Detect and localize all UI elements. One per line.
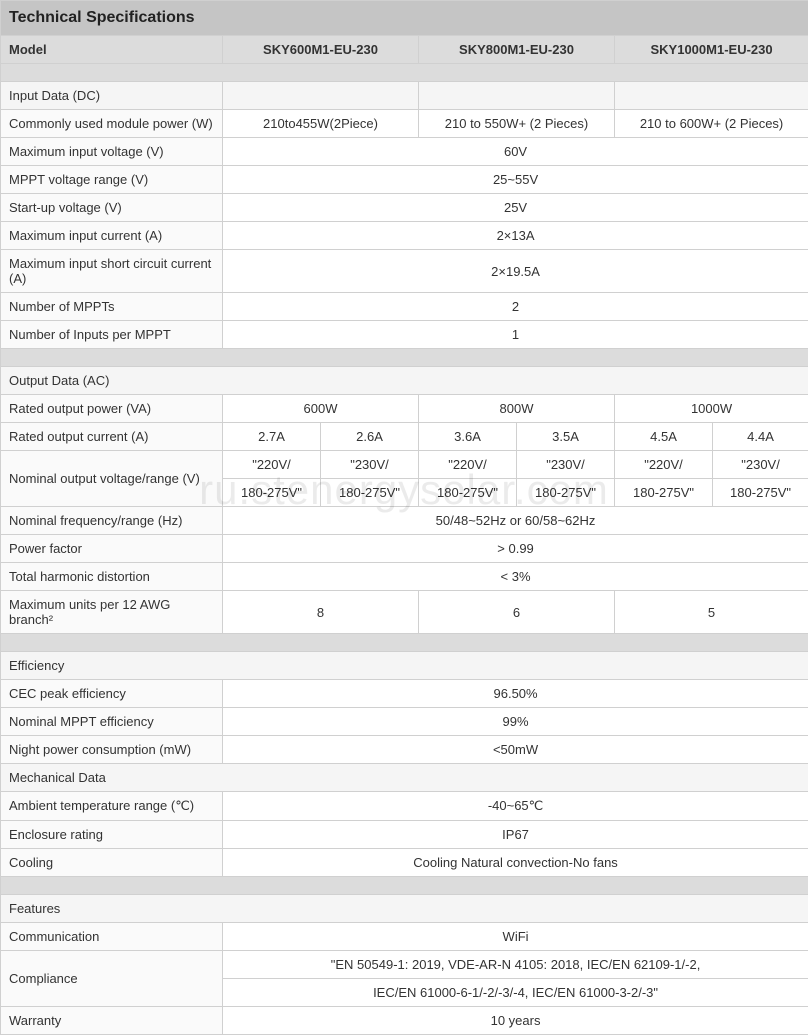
row-thd: Total harmonic distortion bbox=[1, 563, 223, 591]
section-input: Input Data (DC) bbox=[1, 82, 223, 110]
row-warranty: Warranty bbox=[1, 1007, 223, 1035]
row-comm: Communication bbox=[1, 923, 223, 951]
row-frequency: Nominal frequency/range (Hz) bbox=[1, 507, 223, 535]
section-features: Features bbox=[1, 895, 808, 923]
row-power-factor: Power factor bbox=[1, 535, 223, 563]
row-short-circuit: Maximum input short circuit current (A) bbox=[1, 250, 223, 293]
row-temp: Ambient temperature range (℃) bbox=[1, 792, 223, 821]
row-startup: Start-up voltage (V) bbox=[1, 194, 223, 222]
spec-table: Technical Specifications Model SKY600M1-… bbox=[0, 0, 808, 1035]
section-output: Output Data (AC) bbox=[1, 367, 808, 395]
row-cooling: Cooling bbox=[1, 849, 223, 877]
row-module-power: Commonly used module power (W) bbox=[1, 110, 223, 138]
row-compliance: Compliance bbox=[1, 951, 223, 1007]
row-mppt-eff: Nominal MPPT efficiency bbox=[1, 708, 223, 736]
header-model-3: SKY1000M1-EU-230 bbox=[615, 36, 808, 64]
row-cec: CEC peak efficiency bbox=[1, 680, 223, 708]
row-night: Night power consumption (mW) bbox=[1, 736, 223, 764]
section-efficiency: Efficiency bbox=[1, 652, 808, 680]
header-model-label: Model bbox=[1, 36, 223, 64]
row-max-units: Maximum units per 12 AWG branch² bbox=[1, 591, 223, 634]
row-max-current: Maximum input current (A) bbox=[1, 222, 223, 250]
row-nominal-voltage: Nominal output voltage/range (V) bbox=[1, 451, 223, 507]
row-rated-power: Rated output power (VA) bbox=[1, 395, 223, 423]
row-enclosure: Enclosure rating bbox=[1, 821, 223, 849]
row-rated-current: Rated output current (A) bbox=[1, 423, 223, 451]
row-inputs-per-mppt: Number of Inputs per MPPT bbox=[1, 321, 223, 349]
row-mppt-range: MPPT voltage range (V) bbox=[1, 166, 223, 194]
section-mechanical: Mechanical Data bbox=[1, 764, 808, 792]
row-mppts: Number of MPPTs bbox=[1, 293, 223, 321]
table-title: Technical Specifications bbox=[1, 1, 808, 36]
header-model-1: SKY600M1-EU-230 bbox=[223, 36, 419, 64]
row-max-voltage: Maximum input voltage (V) bbox=[1, 138, 223, 166]
header-model-2: SKY800M1-EU-230 bbox=[419, 36, 615, 64]
